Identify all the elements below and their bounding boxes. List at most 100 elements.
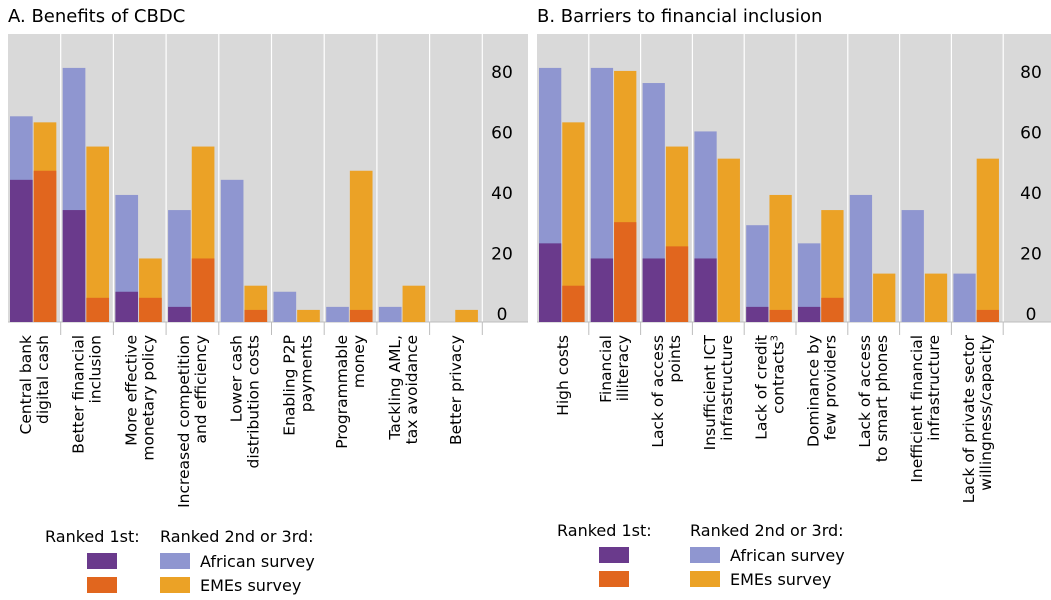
bar-emes-ranked1 xyxy=(191,258,215,322)
chart-panel-a: A. Benefits of CBDC 0 20 40 60 80 Central bank… xyxy=(8,6,528,508)
category-label: Tackling AML, xyxy=(386,335,404,441)
legend-emes-label: EMEs survey xyxy=(730,570,831,589)
bar-african-ranked23 xyxy=(746,225,769,322)
y-tick-label: 60 xyxy=(491,124,513,144)
legend-swatch-emes-ranked1 xyxy=(87,577,117,593)
y-tick-label: 0 xyxy=(1026,305,1037,325)
bar-emes-ranked1 xyxy=(349,309,373,322)
chart-panel-b: B. Barriers to financial inclusion 0 20 40 6… xyxy=(537,6,1051,503)
legend-b: Ranked 1st: Ranked 2nd or 3rd: African sur… xyxy=(557,521,845,589)
bar-african-ranked1 xyxy=(10,179,33,322)
legend-ranked1-label: Ranked 1st: xyxy=(557,521,652,540)
legend-emes-label: EMEs survey xyxy=(200,576,301,595)
category-label: Central bank xyxy=(17,335,35,435)
category-label: few providers xyxy=(821,335,839,440)
category-label: Better privacy xyxy=(447,335,465,445)
category-label: Lack of private sector xyxy=(960,334,978,503)
bar-african-ranked1 xyxy=(539,243,562,322)
bar-emes-ranked23 xyxy=(562,122,585,322)
bar-emes-ranked1 xyxy=(139,297,162,322)
bar-african-ranked1 xyxy=(590,258,614,322)
category-label: tax avoidance xyxy=(403,335,421,444)
bar-african-ranked23 xyxy=(220,179,244,322)
y-tick-label: 0 xyxy=(497,305,508,325)
bar-african-ranked1 xyxy=(694,258,717,322)
category-label: contracts3 xyxy=(770,335,788,414)
bar-african-ranked23 xyxy=(378,306,402,322)
bar-emes-ranked1 xyxy=(614,222,637,322)
bar-emes-ranked23 xyxy=(86,146,110,322)
bar-african-ranked23 xyxy=(273,291,297,322)
category-label: Insufficient ICT xyxy=(701,334,719,450)
bar-emes-ranked23 xyxy=(455,309,478,322)
category-label: infrastructure xyxy=(718,335,736,441)
category-label: High costs xyxy=(554,335,572,416)
category-label: Lack of access xyxy=(649,335,667,448)
legend-ranked23-label: Ranked 2nd or 3rd: xyxy=(690,521,844,540)
bar-african-ranked23 xyxy=(326,306,349,322)
category-label: Dominance by xyxy=(804,335,822,447)
y-tick-label: 40 xyxy=(1020,184,1042,204)
category-label: digital cash xyxy=(34,335,52,424)
legend-ranked1-label: Ranked 1st: xyxy=(45,527,140,546)
legend-swatch-emes-ranked1 xyxy=(599,571,629,587)
bar-emes-ranked1 xyxy=(821,297,844,322)
bar-african-ranked1 xyxy=(115,291,139,322)
bar-african-ranked23 xyxy=(798,243,821,322)
bar-emes-ranked23 xyxy=(402,285,426,322)
category-label: Enabling P2P xyxy=(280,335,298,436)
bar-emes-ranked1 xyxy=(33,170,57,322)
bar-african-ranked1 xyxy=(746,306,769,322)
category-label: infrastructure xyxy=(925,335,943,441)
bar-emes-ranked23 xyxy=(924,273,948,322)
bar-emes-ranked1 xyxy=(769,309,792,322)
category-label: payments xyxy=(297,335,315,412)
category-label: to smart phones xyxy=(873,335,891,462)
category-label: Increased competition xyxy=(175,335,193,508)
y-tick-label: 80 xyxy=(491,63,513,83)
category-label: money xyxy=(350,335,368,388)
bar-emes-ranked23 xyxy=(717,158,740,322)
bar-emes-ranked1 xyxy=(665,246,689,322)
legend-swatch-african-ranked23 xyxy=(160,553,190,569)
category-label: and efficiency xyxy=(192,335,210,444)
chart-title: A. Benefits of CBDC xyxy=(8,6,185,27)
bar-emes-ranked23 xyxy=(297,309,320,322)
bar-african-ranked23 xyxy=(115,194,139,322)
bar-emes-ranked23 xyxy=(821,210,844,322)
category-label: monetary policy xyxy=(139,335,157,461)
legend-swatch-african-ranked23 xyxy=(690,547,720,563)
chart-title: B. Barriers to financial inclusion xyxy=(537,6,822,27)
y-tick-label: 20 xyxy=(1020,245,1042,265)
category-label: Financial xyxy=(597,335,615,403)
bar-african-ranked23 xyxy=(953,273,976,322)
y-tick-label: 60 xyxy=(1020,124,1042,144)
legend-swatch-emes-ranked23 xyxy=(690,571,720,587)
category-label: inclusion xyxy=(87,335,105,403)
legend-swatch-african-ranked1 xyxy=(599,547,629,563)
legend-african-label: African survey xyxy=(200,552,315,571)
category-label: illiteracy xyxy=(614,335,632,401)
bar-african-ranked1 xyxy=(642,258,665,322)
bar-emes-ranked23 xyxy=(769,194,792,322)
bar-emes-ranked1 xyxy=(976,309,999,322)
category-label: points xyxy=(666,335,684,383)
bar-african-ranked1 xyxy=(168,306,191,322)
category-label: Lack of access xyxy=(856,335,874,448)
bar-african-ranked23 xyxy=(901,210,924,322)
legend-a: Ranked 1st: Ranked 2nd or 3rd: African sur… xyxy=(45,527,315,595)
legend-african-label: African survey xyxy=(730,546,845,565)
bar-emes-ranked23 xyxy=(976,158,999,322)
bar-emes-ranked23 xyxy=(873,273,896,322)
bar-emes-ranked23 xyxy=(349,170,373,322)
y-tick-label: 20 xyxy=(491,245,513,265)
category-label: Lower cash xyxy=(228,335,246,422)
category-label: Lack of credit xyxy=(753,335,771,440)
bar-african-ranked1 xyxy=(62,210,86,322)
legend-swatch-emes-ranked23 xyxy=(160,577,190,593)
y-tick-label: 80 xyxy=(1020,63,1042,83)
footnote-marker: 3 xyxy=(770,335,781,341)
category-label: distribution costs xyxy=(245,335,263,469)
bar-african-ranked1 xyxy=(798,306,821,322)
